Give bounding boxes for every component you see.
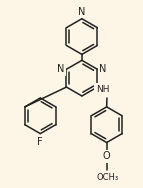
Text: N: N (78, 7, 86, 17)
Text: N: N (99, 64, 107, 74)
Text: F: F (37, 137, 43, 147)
Text: N: N (57, 64, 64, 74)
Text: NH: NH (96, 85, 110, 94)
Text: OCH₃: OCH₃ (97, 173, 119, 182)
Text: O: O (103, 151, 111, 161)
